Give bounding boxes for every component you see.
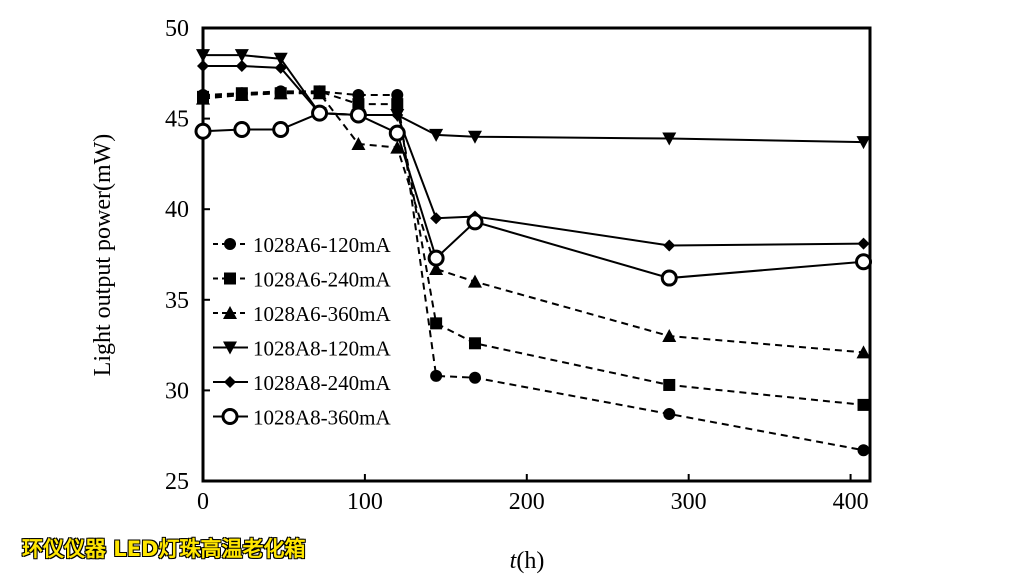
data-point (272, 120, 290, 138)
data-point (311, 104, 329, 122)
data-point (391, 89, 404, 102)
data-point (857, 398, 870, 411)
data-point (388, 124, 406, 142)
data-point (274, 61, 287, 74)
data-point (235, 60, 248, 73)
legend-label: 1028A8-120mA (253, 337, 391, 361)
y-tick-label: 40 (165, 197, 189, 223)
data-point (273, 52, 288, 66)
x-axis-label: t(h) (510, 548, 545, 574)
series-line-1028A8-360mA (202, 112, 864, 280)
legend-marker (224, 272, 236, 285)
series-line-1028A8-120mA (203, 54, 864, 144)
data-point (273, 86, 288, 100)
data-point (663, 239, 676, 252)
data-point (663, 378, 676, 391)
data-point (429, 128, 444, 142)
plot-frame (201, 26, 872, 483)
legend-label: 1028A6-120mA (253, 233, 391, 257)
legend-marker (221, 408, 239, 425)
x-tick-label: 100 (347, 489, 383, 515)
legend-marker (224, 238, 236, 250)
data-point (662, 132, 677, 146)
x-tick-label: 400 (833, 489, 869, 515)
data-point (391, 98, 404, 111)
legend-label: 1028A6-360mA (253, 302, 391, 326)
legend-label: 1028A8-360mA (253, 406, 391, 430)
data-point (663, 407, 676, 420)
data-point (391, 108, 404, 121)
data-point (196, 49, 210, 63)
series-line-1028A6-120mA (202, 90, 864, 452)
data-point (855, 253, 873, 271)
data-point (234, 49, 249, 63)
data-point (194, 122, 212, 140)
data-point (390, 140, 405, 154)
watermark-text: 环仪仪器 LED灯珠高温老化箱 (21, 537, 306, 562)
y-axis-label: Light output power(mW) (90, 134, 116, 377)
legend-marker (223, 341, 237, 355)
data-point (467, 130, 482, 144)
data-point (430, 369, 443, 382)
legend-label: 1028A8-240mA (253, 371, 391, 395)
x-tick-label: 300 (671, 489, 707, 515)
legend-label: 1028A6-240mA (253, 268, 391, 292)
legend-marker (224, 376, 236, 388)
x-tick-label: 0 (197, 489, 209, 515)
y-tick-label: 45 (165, 107, 189, 133)
data-point (429, 261, 444, 275)
data-point (856, 136, 871, 150)
data-point (857, 237, 870, 250)
data-point (427, 249, 445, 267)
data-point (234, 88, 249, 102)
data-point (349, 106, 367, 124)
data-point (196, 91, 210, 105)
data-point (233, 120, 251, 138)
data-point (466, 213, 484, 231)
data-point (662, 329, 677, 343)
data-point (468, 371, 481, 384)
y-tick-label: 30 (165, 378, 189, 404)
data-point (351, 136, 366, 150)
data-point (468, 337, 481, 350)
y-tick-label: 35 (165, 288, 189, 314)
data-point (856, 345, 871, 359)
data-point (857, 444, 870, 457)
data-point (197, 60, 209, 73)
legend-marker (223, 306, 237, 319)
y-tick-label: 50 (165, 16, 189, 42)
data-point (312, 86, 327, 100)
data-point (430, 317, 443, 330)
series-line-1028A8-240mA (203, 65, 864, 247)
x-tick-label: 200 (509, 489, 545, 515)
data-point (467, 274, 482, 288)
data-point (660, 269, 678, 287)
data-point (430, 212, 443, 225)
data-point (352, 89, 365, 102)
y-tick-label: 25 (165, 469, 189, 495)
